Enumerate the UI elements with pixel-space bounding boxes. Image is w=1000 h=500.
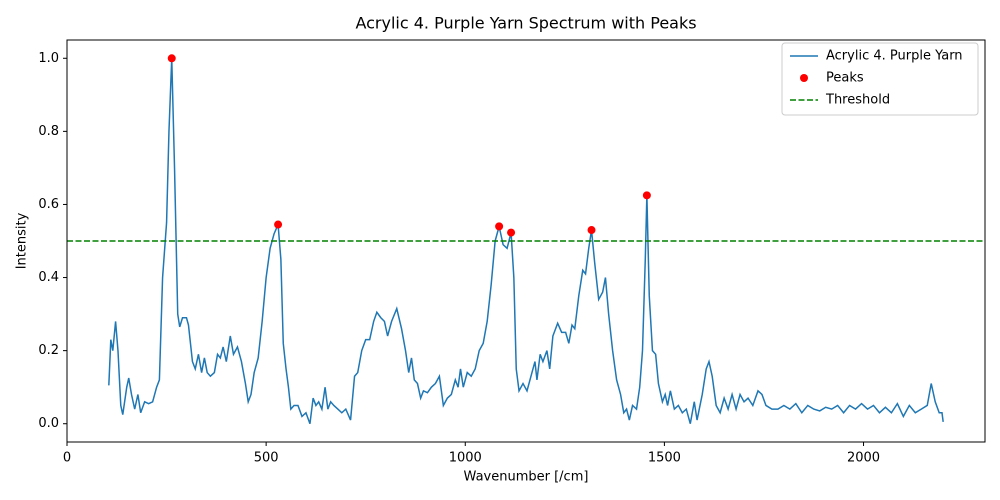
legend-label: Peaks — [826, 71, 864, 86]
y-tick-label: 1.0 — [38, 51, 59, 66]
x-tick-label: 1500 — [648, 451, 681, 466]
spectrum-line — [108, 58, 944, 424]
legend-label: Threshold — [825, 93, 890, 108]
x-tick-label: 1000 — [449, 451, 482, 466]
chart-title: Acrylic 4. Purple Yarn Spectrum with Pea… — [355, 14, 696, 33]
legend-swatch — [800, 74, 808, 82]
legend-box — [781, 42, 979, 116]
y-tick-label: 0.0 — [38, 416, 59, 431]
peak-marker — [274, 220, 283, 229]
peak-marker — [495, 222, 504, 231]
peak-marker — [507, 228, 516, 237]
legend-label: Acrylic 4. Purple Yarn — [826, 49, 963, 64]
x-tick-label: 0 — [63, 451, 71, 466]
peak-marker — [642, 191, 651, 200]
plot-area — [67, 54, 985, 424]
peak-marker — [167, 54, 176, 63]
x-axis-label: Wavenumber [/cm] — [464, 470, 589, 485]
y-tick-label: 0.8 — [38, 124, 59, 139]
peak-marker — [587, 226, 596, 235]
y-tick-label: 0.4 — [38, 270, 59, 285]
x-tick-label: 2000 — [847, 451, 880, 466]
axes-frame — [66, 39, 986, 443]
y-axis-label: Intensity — [15, 212, 30, 269]
x-tick-label: 500 — [254, 451, 279, 466]
y-tick-label: 0.6 — [38, 197, 59, 212]
y-tick-label: 0.2 — [38, 343, 59, 358]
